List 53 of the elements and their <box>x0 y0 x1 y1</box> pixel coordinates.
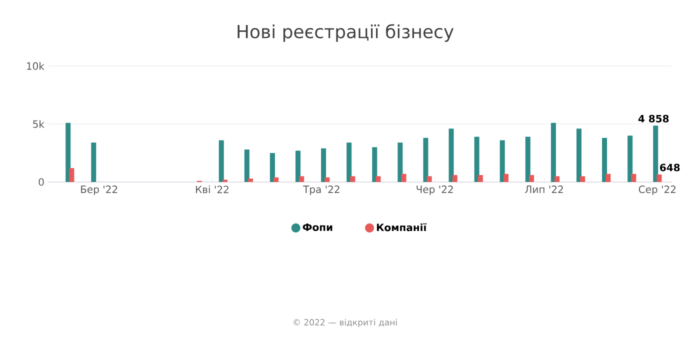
x-tick-label: Тра '22 <box>303 186 340 196</box>
bar <box>376 176 381 182</box>
data-label: 4 858 <box>638 114 669 122</box>
x-tick-label: Сер '22 <box>638 186 676 196</box>
bar <box>299 176 304 182</box>
bar <box>321 148 326 182</box>
bar <box>478 175 483 182</box>
bar <box>602 138 608 182</box>
legend-label: Компанії <box>376 223 427 232</box>
bar <box>580 176 586 182</box>
bar <box>218 140 224 182</box>
bar <box>550 122 556 182</box>
bar <box>66 122 71 182</box>
bar <box>372 147 378 182</box>
bar <box>295 150 300 182</box>
y-tick-label: 0 <box>38 178 44 186</box>
bar <box>653 126 658 182</box>
text: © 2022 — відкриті дані <box>294 318 397 328</box>
x-tick-label: Кві '22 <box>196 186 228 194</box>
bar <box>525 136 530 182</box>
x-tick-label: Чер '22 <box>416 186 453 196</box>
x-tick-label: Бер '22 <box>81 186 118 196</box>
data-label: 648 <box>660 164 680 172</box>
bar <box>554 176 560 182</box>
bar <box>350 176 356 182</box>
chart-title: Нові реєстрації бізнесу <box>238 24 454 42</box>
bar <box>401 174 406 182</box>
bar <box>274 177 279 182</box>
bar <box>606 174 611 182</box>
bar <box>631 174 636 182</box>
bar <box>324 177 330 182</box>
bar <box>628 136 633 182</box>
y-tick-label: 10k <box>27 62 44 70</box>
bar <box>270 153 275 182</box>
bar <box>423 138 428 182</box>
bar <box>474 136 480 182</box>
bar <box>576 128 582 182</box>
bar <box>91 142 96 182</box>
bar <box>398 142 403 182</box>
bar <box>346 142 352 182</box>
bar <box>248 178 254 182</box>
bar <box>656 174 662 182</box>
bar <box>244 150 250 182</box>
y-tick-label: 5k <box>33 120 44 128</box>
bar <box>452 175 458 182</box>
bar <box>503 174 508 182</box>
bar <box>426 176 432 182</box>
bar <box>448 128 454 182</box>
bar <box>500 140 505 182</box>
bar <box>528 175 534 182</box>
legend-label: Фопи <box>302 224 332 231</box>
bar <box>69 168 74 182</box>
x-tick-label: Лип '22 <box>525 186 563 193</box>
